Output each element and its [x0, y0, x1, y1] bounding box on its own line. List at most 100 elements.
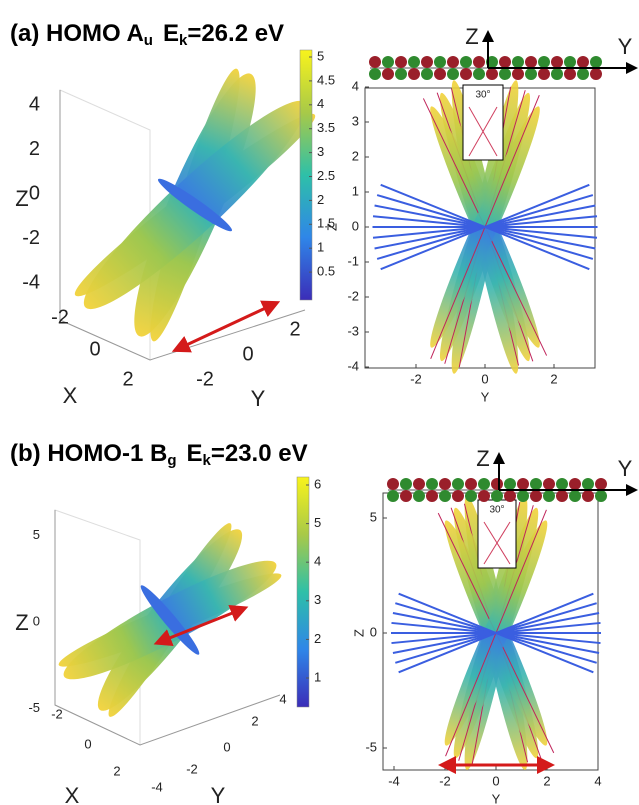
- orbital-lobe: [439, 490, 451, 502]
- orbital-lobe: [543, 478, 555, 490]
- blue-spike: [372, 215, 486, 228]
- orbital-lobe: [590, 68, 602, 80]
- side-y-tick-label: 4: [594, 773, 601, 788]
- orbital-lobe: [517, 490, 529, 502]
- orbital-lobe: [491, 490, 503, 502]
- orbital-lobe: [465, 490, 477, 502]
- orbital-lobe: [530, 478, 542, 490]
- blue-spike: [495, 602, 597, 634]
- colorbar: [296, 476, 310, 708]
- side-y-tick-label: -4: [388, 773, 400, 788]
- side-z-tick-label: 1: [352, 183, 359, 198]
- orbital-lobe: [447, 56, 459, 68]
- side-z-tick-label: -3: [347, 323, 359, 338]
- blue-spike: [495, 611, 600, 634]
- orbital-lobe: [577, 68, 589, 80]
- x-tick-label: 0: [84, 736, 91, 751]
- blue-spike: [376, 194, 486, 228]
- inset-box: [477, 499, 517, 569]
- colorbar-tick-label: 3.5: [317, 120, 335, 135]
- blue-spike: [484, 226, 590, 271]
- orbital-lobe: [400, 478, 412, 490]
- orbital-lobe: [556, 490, 568, 502]
- blue-spike: [372, 226, 486, 239]
- colorbar-tick-label: 1: [314, 669, 321, 684]
- orbital-lobe: [395, 56, 407, 68]
- orbital-lobe: [556, 478, 568, 490]
- x-tick-label: -2: [51, 306, 69, 328]
- y-tick-label: 0: [223, 739, 230, 754]
- orbital-lobe: [452, 478, 464, 490]
- blue-spike: [376, 226, 486, 260]
- orbital-y-label: Y: [618, 34, 633, 59]
- side-y-tick-label: 0: [492, 773, 499, 788]
- side-y-label: Y: [481, 389, 490, 404]
- orbital-lobe: [369, 56, 381, 68]
- blue-spike: [484, 226, 598, 239]
- blue-spike: [484, 194, 594, 228]
- inset-angle: 30°: [489, 505, 504, 516]
- colorbar-tick-label: 1.5: [317, 216, 335, 231]
- orbital-lobe: [525, 68, 537, 80]
- side-z-tick-label: -2: [347, 288, 359, 303]
- side-y-tick-label: -2: [410, 371, 422, 386]
- title-part: k: [203, 452, 212, 469]
- orbital-lobe: [504, 490, 516, 502]
- z-axis-label: Z: [15, 610, 28, 635]
- orbital-lobe: [395, 68, 407, 80]
- colorbar-tick-label: 2: [314, 631, 321, 646]
- orbital-lobe: [504, 478, 516, 490]
- y-tick-label: 2: [289, 318, 300, 340]
- side-y-tick-label: 2: [543, 773, 550, 788]
- orbital-lobe: [369, 68, 381, 80]
- blue-spike: [398, 632, 497, 674]
- z-tick-label: -5: [28, 700, 40, 715]
- y-tick-label: -4: [151, 779, 163, 794]
- orbital-lobe: [473, 56, 485, 68]
- orbital-lobe: [413, 490, 425, 502]
- side-z-tick-label: 2: [352, 148, 359, 163]
- orbital-lobe: [478, 490, 490, 502]
- blue-spike: [391, 632, 497, 645]
- y-axis-label: Y: [251, 386, 266, 411]
- blue-spike: [395, 602, 497, 634]
- blue-spike: [484, 226, 594, 260]
- blue-spike: [484, 204, 596, 228]
- colorbar-tick-label: 4.5: [317, 72, 335, 87]
- orbital-lobe: [408, 56, 420, 68]
- y-tick-label: 4: [279, 691, 286, 706]
- title-part: =26.2 eV: [187, 20, 284, 47]
- z-tick-label: -4: [22, 271, 40, 293]
- colorbar-tick-label: 2.5: [317, 168, 335, 183]
- x-axis-label: X: [63, 383, 78, 408]
- orbital-lobe: [530, 490, 542, 502]
- side-z-tick-label: -5: [365, 739, 377, 754]
- orbital-lobe: [499, 68, 511, 80]
- side-z-label: Z: [324, 223, 339, 231]
- polarization-arrow: [171, 300, 281, 353]
- z-tick-label: 4: [29, 93, 40, 115]
- side-y-label: Y: [492, 791, 501, 805]
- orbital-lobe: [421, 68, 433, 80]
- orbital-lobe: [582, 490, 594, 502]
- title-part: k: [179, 32, 188, 49]
- orbital-lobe: [460, 56, 472, 68]
- orbital-lobe: [551, 68, 563, 80]
- title-part: u: [144, 32, 153, 49]
- orbital-lobe: [512, 56, 524, 68]
- orbital-lobe: [564, 56, 576, 68]
- title-part: g: [167, 452, 176, 469]
- orbital-lobe: [439, 478, 451, 490]
- blue-spike: [374, 226, 486, 250]
- orbital-lobe: [460, 68, 472, 80]
- blue-spike: [495, 592, 594, 634]
- y-axis-label: Y: [211, 783, 226, 805]
- orbital-lobe: [434, 56, 446, 68]
- inset-box: [462, 84, 504, 161]
- side-z-tick-label: -1: [347, 253, 359, 268]
- orbital-lobe: [413, 478, 425, 490]
- blue-spike: [374, 204, 486, 228]
- orbital-lobe: [382, 56, 394, 68]
- z-tick-label: -2: [22, 227, 40, 249]
- orbital-lobe: [512, 68, 524, 80]
